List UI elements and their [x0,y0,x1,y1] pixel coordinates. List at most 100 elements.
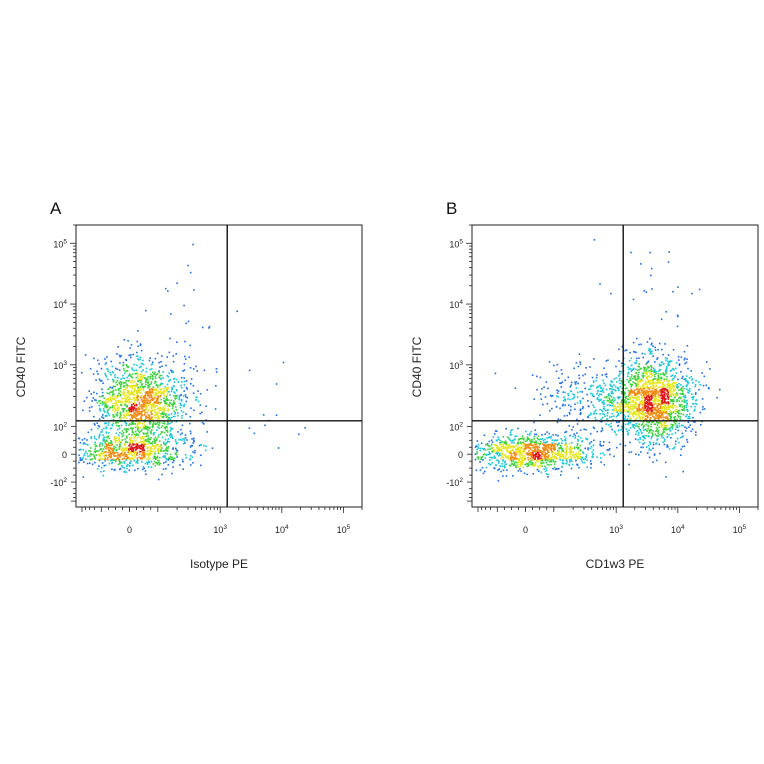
data-point [645,415,647,418]
data-point [156,462,158,464]
data-point [147,404,150,407]
data-point [614,389,616,391]
data-point [107,398,110,400]
data-point [559,456,561,459]
data-point [168,372,170,374]
data-point [637,439,639,441]
data-point [519,452,522,454]
data-point [143,424,146,427]
data-point [639,380,642,383]
data-point [129,392,131,394]
data-point [107,451,109,454]
data-point [162,408,165,411]
data-point [489,445,491,448]
data-point [105,399,107,401]
data-point [128,457,131,459]
data-point [78,437,80,439]
data-point [144,410,146,413]
data-point [172,355,175,357]
data-point [264,424,266,427]
data-point [154,446,156,448]
data-point [528,453,530,456]
data-point [634,402,637,404]
data-point [129,393,131,396]
data-point [602,391,605,393]
data-point [190,432,192,435]
data-point [645,434,647,437]
data-point [160,382,163,385]
data-point [515,450,517,453]
data-point [647,399,650,401]
data-point [173,378,175,380]
data-point [565,447,567,450]
data-point [556,444,559,447]
data-point [553,449,556,451]
data-point [109,444,111,447]
data-point [179,394,181,397]
data-point [660,393,663,396]
data-point [553,463,556,466]
data-point [521,460,524,463]
data-point [485,454,488,456]
data-point [160,413,162,415]
data-point [139,405,141,407]
data-point [166,405,169,407]
data-point [108,407,111,409]
data-point [573,397,575,399]
data-point [118,425,120,427]
data-point [139,358,141,361]
data-point [658,410,660,412]
data-point [546,459,548,461]
data-point [559,382,561,384]
data-point [687,421,690,424]
data-point [668,408,670,410]
data-point [652,407,655,410]
data-point [665,402,667,405]
data-point [549,458,551,460]
data-point [625,428,628,430]
data-point [154,440,156,442]
data-point [136,413,139,416]
data-point [651,436,653,438]
data-point [131,446,133,448]
data-point [151,361,154,363]
data-point [631,390,634,392]
data-point [617,412,620,415]
data-point [133,397,135,399]
data-point [156,400,158,402]
data-point [110,453,112,455]
data-point [651,350,653,352]
data-point [634,393,636,395]
data-point [667,364,669,367]
data-point [184,442,186,444]
data-point [183,438,185,440]
data-point [84,354,87,356]
data-point [510,449,512,452]
data-point [248,427,251,429]
data-point [135,369,137,371]
data-point [646,386,648,389]
data-point [643,429,645,432]
data-point [496,453,499,456]
data-point [561,404,564,407]
data-point [176,442,179,444]
data-point [642,425,645,428]
data-point [153,394,156,396]
data-point [641,411,644,413]
data-point [634,425,637,427]
data-point [647,428,649,430]
data-point [150,431,152,434]
data-point [97,458,100,461]
data-point [106,398,109,401]
data-point [196,370,198,372]
data-point [660,397,662,399]
data-point [606,396,608,398]
data-point [609,416,611,418]
data-point [119,387,121,390]
data-point [668,414,671,417]
data-point [125,447,127,449]
data-point [141,385,144,388]
data-point [136,453,138,456]
data-point [636,425,639,427]
data-point [147,384,150,386]
